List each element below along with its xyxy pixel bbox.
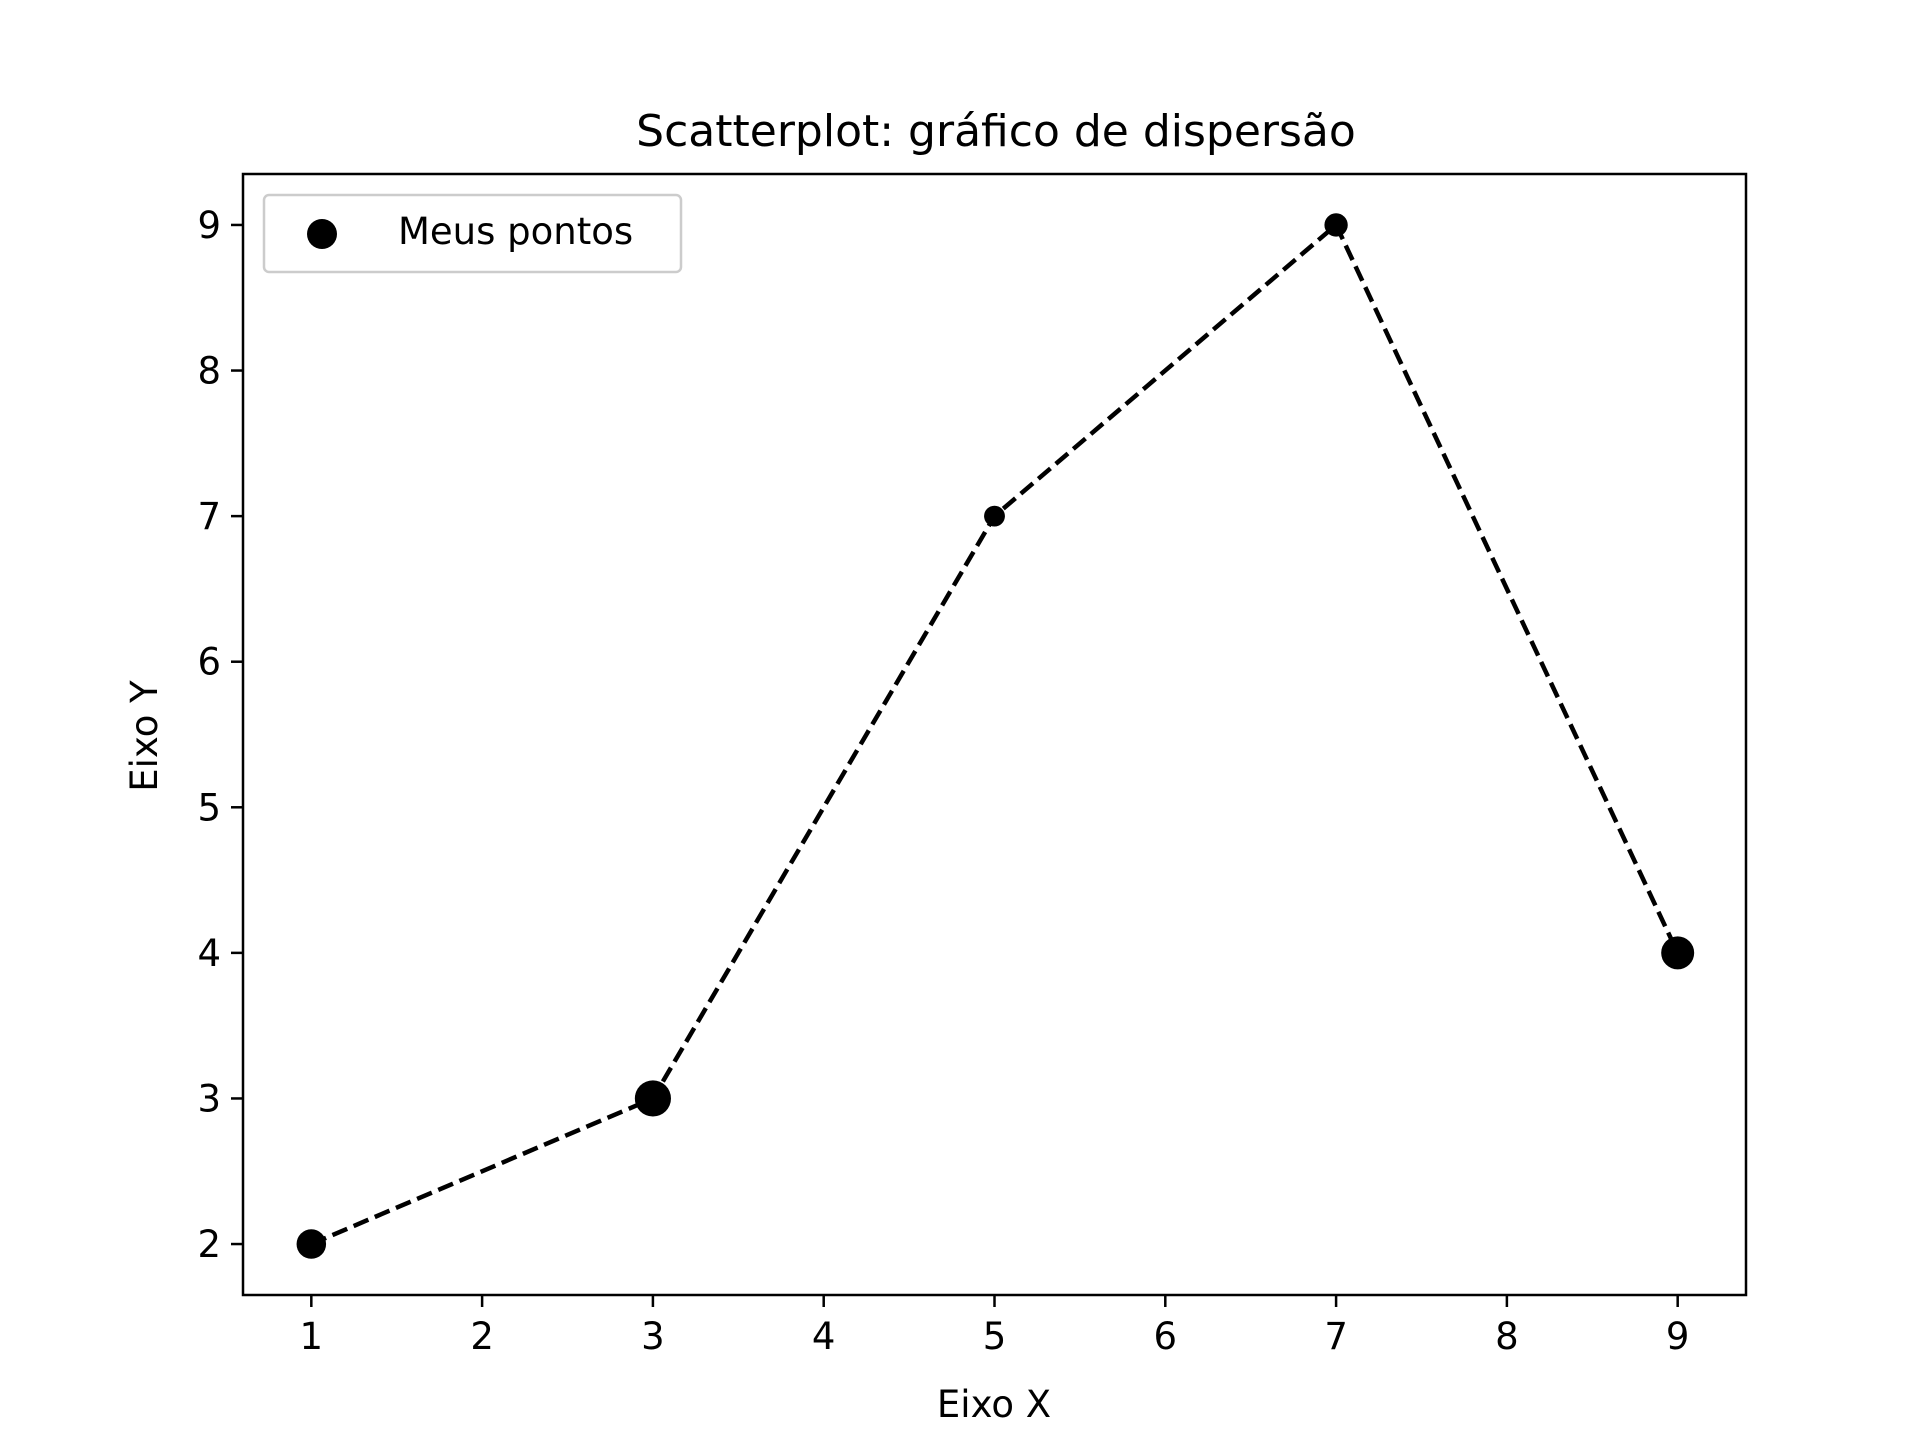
y-tick-label: 4 [197,932,221,975]
legend-frame [262,193,683,274]
y-axis: 2 3 4 5 6 7 8 9 [197,204,243,1266]
x-tick-label: 4 [812,1315,836,1358]
y-tick-label: 2 [197,1223,221,1266]
y-tick-label: 8 [197,350,221,393]
x-tick-label: 5 [983,1315,1007,1358]
y-tick-label: 5 [197,786,221,829]
x-axis-label: Eixo X [937,1383,1051,1426]
data-point [1661,936,1695,970]
chart-title: Scatterplot: gráfico de dispersão [636,106,1356,157]
legend: Meus pontos [262,193,683,274]
x-tick-label: 8 [1495,1315,1519,1358]
x-tick-label: 9 [1666,1315,1690,1358]
data-point [1324,213,1348,237]
y-tick-label: 7 [197,495,221,538]
y-tick-label: 6 [197,641,221,684]
legend-label-meus-pontos: Meus pontos [398,210,633,253]
data-point [296,1229,327,1259]
x-tick-label: 7 [1324,1315,1348,1358]
y-axis-label: Eixo Y [123,680,166,792]
x-tick-label: 1 [300,1315,324,1358]
y-tick-label: 9 [197,204,221,247]
data-point [984,505,1005,527]
x-axis: 1 2 3 4 5 6 7 8 9 [300,1295,1690,1358]
x-tick-label: 3 [641,1315,665,1358]
data-points [296,213,1695,1259]
legend-marker-meus-pontos [307,219,337,249]
x-tick-label: 2 [470,1315,494,1358]
y-tick-label: 3 [197,1077,221,1120]
plot-area-frame [241,172,1748,1297]
data-point [634,1080,671,1117]
x-tick-label: 6 [1154,1315,1178,1358]
